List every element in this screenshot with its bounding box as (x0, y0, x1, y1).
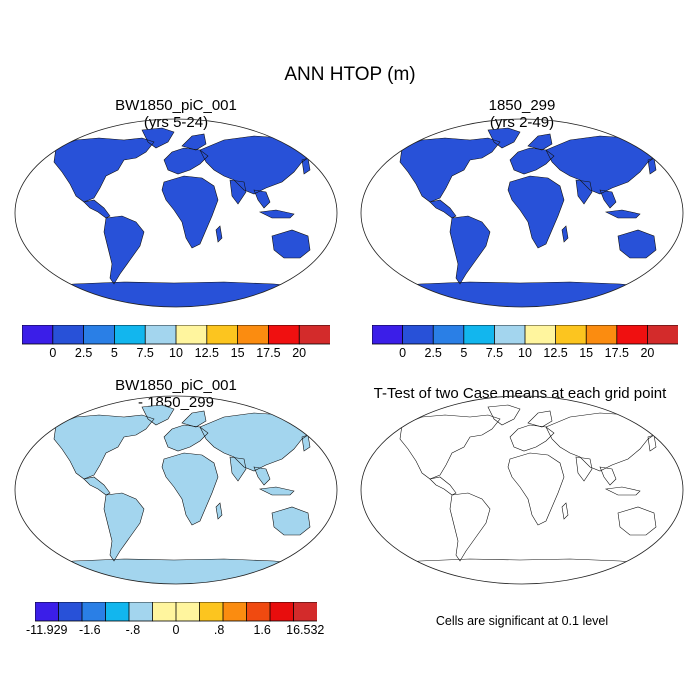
colorbar-tick-label: 12.5 (543, 346, 568, 360)
colorbar-tick-label: 20 (640, 346, 655, 360)
colorbar-panel-1 (22, 325, 330, 345)
panel-2-title: 1850_299 (yrs 2-49) (360, 97, 684, 131)
colorbar-swatch (267, 325, 300, 345)
panel-1-title-line1: BW1850_piC_001 (115, 97, 237, 114)
colorbar-swatch (35, 602, 60, 622)
colorbar-swatch (246, 602, 271, 622)
colorbar-tick-label: .8 (213, 623, 225, 637)
colorbar-panel-2 (372, 325, 678, 345)
colorbar-tick-label: 17.5 (256, 346, 281, 360)
colorbar-swatch (152, 602, 177, 622)
colorbar-panel-3 (35, 602, 317, 622)
colorbar-swatch (206, 325, 239, 345)
colorbar-swatch (616, 325, 649, 345)
colorbar-tick-label: 15 (230, 346, 245, 360)
colorbar-tick-label: -.8 (125, 623, 141, 637)
colorbar-swatch (114, 325, 147, 345)
map-panel-1 (14, 118, 338, 308)
colorbar-tick-label: -11.929 (26, 623, 68, 637)
figure-title: ANN HTOP (m) (284, 64, 416, 85)
colorbar-swatch (293, 602, 317, 622)
colorbar-tick-label: 7.5 (485, 346, 504, 360)
colorbar-swatch (81, 602, 107, 622)
colorbar-swatch (144, 325, 177, 345)
colorbar-swatch (298, 325, 330, 345)
colorbar-swatch (128, 602, 154, 622)
panel-1-title-line2: (yrs 5-24) (143, 114, 209, 131)
colorbar-swatch (175, 325, 208, 345)
panel-3-title-line1: BW1850_piC_001 (115, 377, 237, 394)
colorbar-swatch (105, 602, 130, 622)
colorbar-tick-label: 20 (292, 346, 307, 360)
colorbar-swatch (199, 602, 224, 622)
colorbar-tick-label: 2.5 (74, 346, 93, 360)
colorbar-tick-label: 1.6 (253, 623, 271, 637)
colorbar-swatch (175, 602, 201, 622)
colorbar-swatch (524, 325, 557, 345)
colorbar-swatch (58, 602, 83, 622)
colorbar-tick-label: 2.5 (424, 346, 442, 360)
colorbar-swatch (269, 602, 295, 622)
colorbar-swatch (83, 325, 116, 345)
colorbar-swatch (22, 325, 54, 345)
colorbar-tick-label: 5 (110, 346, 118, 360)
ttest-significance-note: Cells are significant at 0.1 level (435, 614, 609, 628)
colorbar-tick-label: 7.5 (136, 346, 154, 360)
colorbar-swatch (585, 325, 618, 345)
colorbar-tick-label: 10 (169, 346, 183, 360)
colorbar-swatch (222, 602, 248, 622)
panel-1-title: BW1850_piC_001 (yrs 5-24) (14, 97, 338, 131)
map-panel-3 (14, 395, 338, 585)
colorbar-tick-label: 15 (579, 346, 594, 360)
colorbar-tick-label: 0 (172, 623, 180, 637)
map-panel-4 (360, 395, 684, 585)
colorbar-tick-label: -1.6 (79, 623, 101, 637)
colorbar-swatch (432, 325, 465, 345)
colorbar-swatch (52, 325, 85, 345)
colorbar-tick-label: 0 (399, 346, 407, 360)
colorbar-swatch (237, 325, 270, 345)
colorbar-swatch (555, 325, 588, 345)
panel-2-title-line2: (yrs 2-49) (489, 114, 555, 131)
colorbar-swatch (402, 325, 435, 345)
colorbar-swatch (372, 325, 404, 345)
map-panel-2 (360, 118, 684, 308)
colorbar-tick-label: 17.5 (604, 346, 629, 360)
panel-2-title-line1: 1850_299 (488, 97, 556, 114)
colorbar-tick-label: 5 (460, 346, 468, 360)
colorbar-tick-label: 10 (518, 346, 532, 360)
colorbar-swatch (646, 325, 678, 345)
colorbar-tick-label: 16.532 (286, 623, 325, 637)
colorbar-tick-label: 12.5 (194, 346, 219, 360)
panel-4-title: T-Test of two Case means at each grid po… (340, 385, 700, 402)
colorbar-swatch (463, 325, 496, 345)
panel-4-title-line1: T-Test of two Case means at each grid po… (373, 385, 667, 402)
colorbar-swatch (494, 325, 526, 345)
colorbar-tick-label: 0 (49, 346, 57, 360)
